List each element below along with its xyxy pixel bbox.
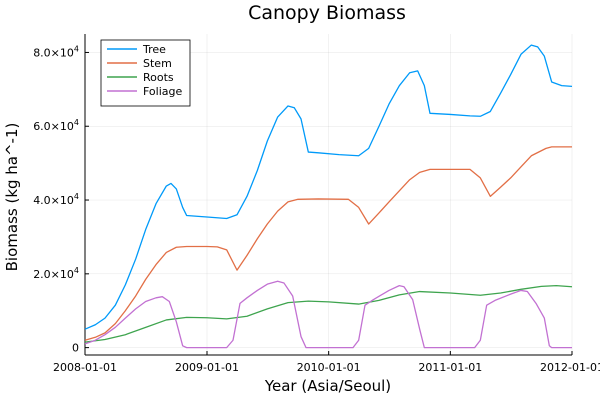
legend-label-stem: Stem [143, 57, 172, 70]
x-axis-label: Year (Asia/Seoul) [264, 377, 391, 395]
x-tick-label: 2012-01-01 [540, 361, 600, 374]
y-tick-label: 8.0×104 [33, 44, 79, 59]
x-tick-label: 2011-01-01 [418, 361, 482, 374]
legend-label-roots: Roots [143, 71, 174, 84]
x-tick-label: 2010-01-01 [297, 361, 361, 374]
series-line-roots [84, 284, 573, 343]
x-tick-label: 2008-01-01 [53, 361, 117, 374]
legend-label-foliage: Foliage [143, 85, 183, 98]
legend-box [100, 39, 191, 107]
series-lines [84, 44, 573, 349]
series-line-foliage [84, 280, 572, 349]
x-tick-labels: 2008-01-01 2009-01-01 2010-01-01 2011-01-01… [53, 361, 600, 374]
legend-label-tree: Tree [142, 43, 166, 56]
axes [84, 34, 573, 356]
series-line-stem [84, 146, 572, 341]
y-tick-label: 0 [72, 342, 79, 355]
y-tick-label: 2.0×104 [33, 266, 79, 281]
y-tick-label: 6.0×104 [33, 118, 79, 133]
x-tick-label: 2009-01-01 [175, 361, 239, 374]
series-line-tree [84, 44, 573, 330]
y-axis-label: Biomass (kg ha^-1) [3, 123, 21, 272]
y-tick-labels: 0 2.0×104 4.0×104 6.0×104 8.0×104 [33, 44, 79, 354]
chart-title: Canopy Biomass [248, 2, 406, 24]
y-tick-label: 4.0×104 [33, 192, 79, 207]
